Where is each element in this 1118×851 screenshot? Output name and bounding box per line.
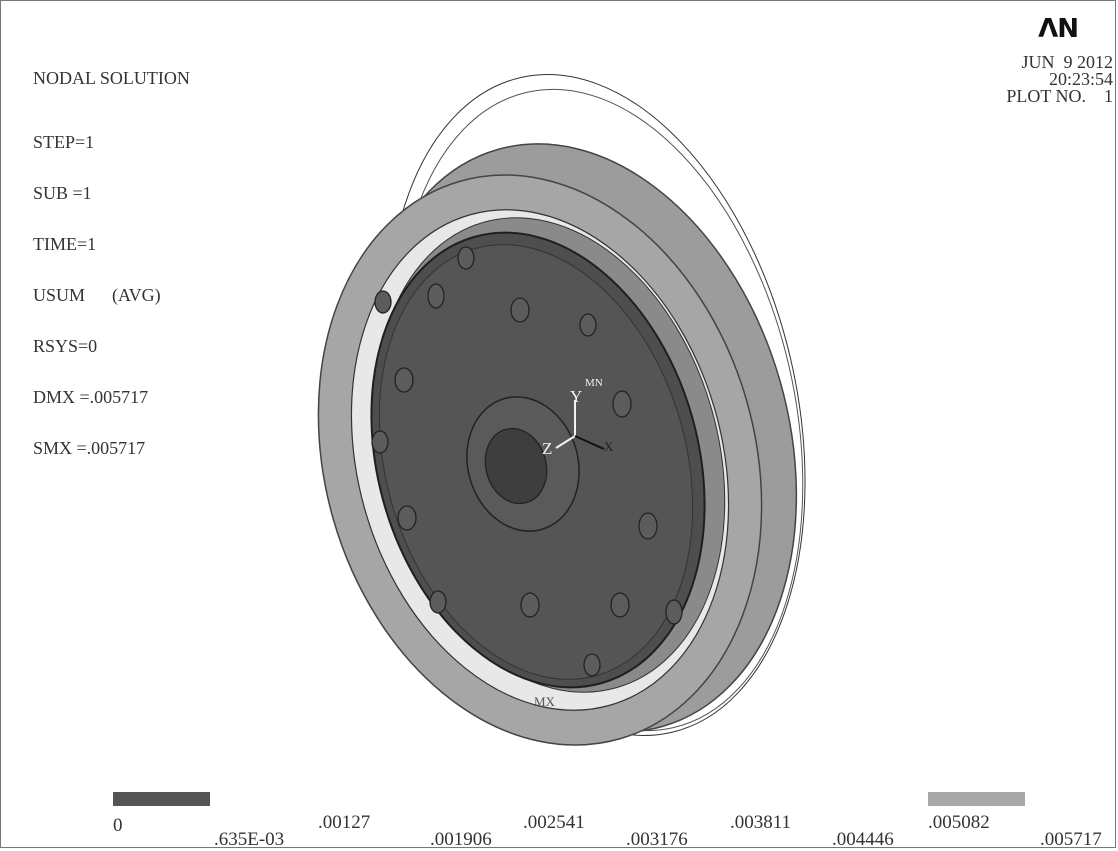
ansys-logo: ΛN [1038, 14, 1079, 44]
legend-label-8: .005082 [928, 812, 990, 833]
plot-time: 20:23:54 [1048, 69, 1113, 89]
legend-label-9: .005717 [1040, 829, 1102, 850]
usum-line: USUM (AVG) [33, 285, 161, 305]
plot-stamp: JUN 9 2012 20:23:54 PLOT NO. 1 [1006, 52, 1113, 106]
rsys-line: RSYS=0 [33, 336, 98, 356]
legend-label-6: .003811 [730, 812, 792, 833]
time-line: TIME=1 [33, 234, 97, 254]
bolt-holes [371, 246, 683, 677]
mx-label: MX [534, 694, 556, 709]
mn-label: MN [585, 377, 603, 389]
legend-label-1: .635E-03 [214, 829, 285, 850]
sub-line: SUB =1 [33, 183, 92, 203]
dmx-line: DMX =.005717 [33, 387, 149, 407]
step-line: STEP=1 [33, 132, 95, 152]
legend-label-7: .004446 [832, 829, 894, 850]
legend-max-swatch [928, 792, 1025, 806]
legend-label-4: .002541 [523, 812, 585, 833]
triad-x-label: X [604, 439, 614, 454]
legend-label-2: .00127 [318, 812, 371, 833]
plot-date: JUN 9 2012 [1021, 52, 1113, 72]
legend-label-0: 0 [113, 815, 123, 836]
triad-y-label: Y [570, 387, 582, 406]
plot-number: PLOT NO. 1 [1006, 86, 1113, 106]
smx-line: SMX =.005717 [33, 438, 146, 458]
legend-min-swatch [113, 792, 210, 806]
legend-label-3: .001906 [430, 829, 492, 850]
plot-title: NODAL SOLUTION [33, 68, 190, 88]
triad-z-label: Z [542, 439, 552, 458]
legend-label-5: .003176 [626, 829, 688, 850]
coordinate-triad [555, 400, 605, 450]
solution-info: NODAL SOLUTION STEP=1 SUB =1 TIME=1 USUM… [33, 36, 190, 474]
hub-inner [484, 427, 548, 505]
